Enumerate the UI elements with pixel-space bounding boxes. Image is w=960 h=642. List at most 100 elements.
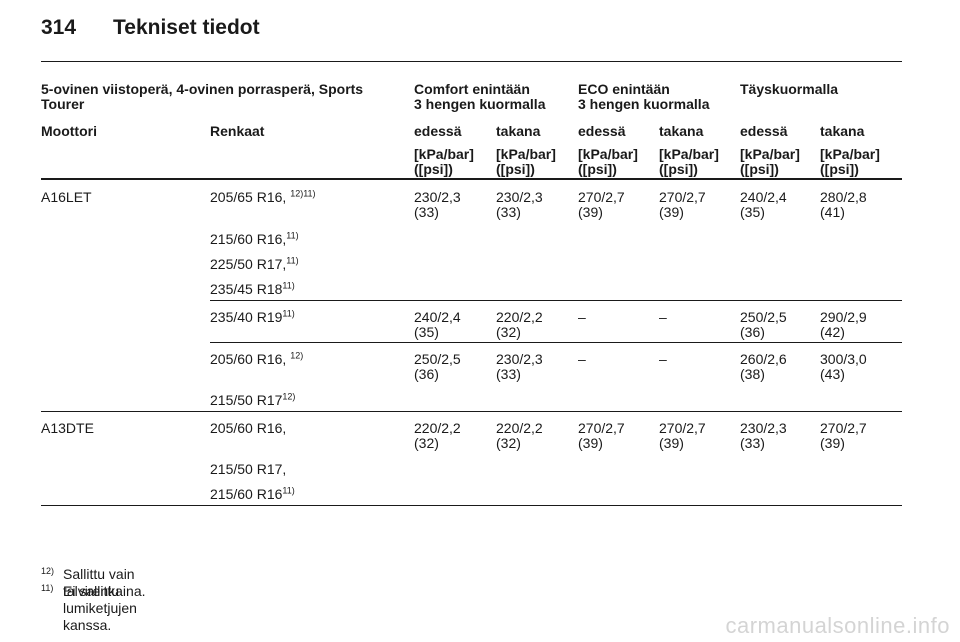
value-psi: (33)	[740, 435, 765, 451]
value-psi: (39)	[659, 435, 684, 451]
value-kpa-bar: 250/2,5	[740, 309, 787, 325]
value-kpa-bar: 230/2,3	[496, 189, 543, 205]
unit-header: [kPa/bar] ([psi])	[740, 147, 800, 177]
value-kpa-bar: –	[578, 351, 586, 367]
footnote-mark: 11)	[41, 583, 54, 593]
col-header-comfort-front: edessä	[414, 123, 462, 139]
row-divider	[210, 342, 902, 343]
footnote-ref: 12)	[282, 391, 296, 402]
value-kpa-bar: 290/2,9	[820, 309, 867, 325]
col-header-comfort-rear: takana	[496, 123, 541, 139]
value-kpa-bar: 300/3,0	[820, 351, 867, 367]
unit-line-1: [kPa/bar]	[740, 146, 800, 162]
row-3-full-rear: 300/3,0 (43)	[820, 352, 867, 382]
footnote-ref: 12)11)	[290, 188, 316, 199]
row-1-full-front: 240/2,4 (35)	[740, 190, 787, 220]
tyre-size: 215/60 R16	[210, 486, 283, 502]
col-header-eco-front: edessä	[578, 123, 626, 139]
group-header-eco: ECO enintään 3 hengen kuormalla	[578, 82, 709, 112]
group-header-eco-line-2: 3 hengen kuormalla	[578, 96, 710, 112]
row-1-engine: A16LET	[41, 189, 92, 205]
value-kpa-bar: 270/2,7	[659, 420, 706, 436]
row-1-comfort-front: 230/2,3 (33)	[414, 190, 461, 220]
row-2-eco-front: –	[578, 310, 586, 325]
footnote-ref: 12)	[290, 350, 304, 361]
col-header-engine: Moottori	[41, 123, 97, 139]
value-kpa-bar: 220/2,2	[496, 420, 543, 436]
row-4-tyre-1: 205/60 R16,	[210, 421, 286, 436]
tyre-size: 235/40 R19	[210, 309, 283, 325]
value-kpa-bar: 230/2,3	[496, 351, 543, 367]
row-4-tyre-3: 215/60 R1611)	[210, 485, 295, 502]
tyre-size: 205/65 R16,	[210, 189, 287, 205]
row-divider	[210, 300, 902, 301]
row-1-tyre-1: 205/65 R16, 12)11)	[210, 188, 316, 205]
footnote-text: Ei sallittu lumiketjujen kanssa.	[63, 583, 137, 633]
row-1-tyre-4: 235/45 R1811)	[210, 281, 295, 297]
row-2-comfort-front: 240/2,4 (35)	[414, 310, 461, 340]
header-rule	[41, 61, 902, 62]
row-1-tyre-3: 225/50 R17,11)	[210, 255, 299, 272]
row-3-comfort-rear: 230/2,3 (33)	[496, 352, 543, 382]
value-kpa-bar: 270/2,7	[820, 420, 867, 436]
group-header-comfort: Comfort enintään 3 hengen kuormalla	[414, 82, 545, 112]
unit-line-2: ([psi])	[820, 161, 859, 177]
row-3-tyre-1: 205/60 R16, 12)	[210, 350, 304, 367]
footnote-ref: 11)	[282, 485, 295, 496]
table-header-rule	[41, 178, 902, 180]
value-psi: (32)	[496, 324, 521, 340]
row-2-tyre-1: 235/40 R1911)	[210, 308, 295, 325]
value-kpa-bar: 220/2,2	[496, 309, 543, 325]
value-psi: (33)	[496, 366, 521, 382]
row-4-comfort-rear: 220/2,2 (32)	[496, 421, 543, 451]
value-psi: (32)	[496, 435, 521, 451]
unit-line-1: [kPa/bar]	[820, 146, 880, 162]
row-3-full-front: 260/2,6 (38)	[740, 352, 787, 382]
footnote-ref: 11)	[286, 255, 299, 266]
row-2-full-rear: 290/2,9 (42)	[820, 310, 867, 340]
value-kpa-bar: 270/2,7	[578, 420, 625, 436]
unit-header: [kPa/bar] ([psi])	[659, 147, 719, 177]
tyre-size: 205/60 R16,	[210, 351, 287, 367]
row-4-full-front: 230/2,3 (33)	[740, 421, 787, 451]
tyre-size: 205/60 R16,	[210, 420, 287, 436]
row-3-eco-rear: –	[659, 352, 667, 367]
row-4-tyre-2: 215/50 R17,	[210, 462, 286, 477]
unit-line-2: ([psi])	[740, 161, 779, 177]
unit-line-2: ([psi])	[659, 161, 698, 177]
unit-line-1: [kPa/bar]	[414, 146, 474, 162]
value-kpa-bar: 230/2,3	[740, 420, 787, 436]
unit-line-1: [kPa/bar]	[496, 146, 556, 162]
tyre-size: 225/50 R17,	[210, 256, 287, 272]
value-kpa-bar: –	[578, 309, 586, 325]
value-kpa-bar: 220/2,2	[414, 420, 461, 436]
tyre-size: 215/60 R16,	[210, 231, 287, 247]
row-1-comfort-rear: 230/2,3 (33)	[496, 190, 543, 220]
unit-line-2: ([psi])	[414, 161, 453, 177]
value-psi: (35)	[740, 204, 765, 220]
value-kpa-bar: 270/2,7	[659, 189, 706, 205]
unit-header: [kPa/bar] ([psi])	[414, 147, 474, 177]
row-4-eco-rear: 270/2,7 (39)	[659, 421, 706, 451]
row-divider	[41, 411, 902, 412]
value-psi: (43)	[820, 366, 845, 382]
value-kpa-bar: 260/2,6	[740, 351, 787, 367]
unit-line-1: [kPa/bar]	[659, 146, 719, 162]
page-title: Tekniset tiedot	[113, 16, 260, 39]
group-header-comfort-line-2: 3 hengen kuormalla	[414, 96, 546, 112]
value-psi: (38)	[740, 366, 765, 382]
row-1-eco-front: 270/2,7 (39)	[578, 190, 625, 220]
footnote-ref: 11)	[282, 308, 295, 319]
page-header: 314 Tekniset tiedot	[41, 16, 260, 40]
row-4-full-rear: 270/2,7 (39)	[820, 421, 867, 451]
group-header-model-line-1: 5-ovinen viistoperä, 4-ovinen porrasperä…	[41, 81, 364, 97]
group-header-eco-line-1: ECO enintään	[578, 81, 670, 97]
row-2-eco-rear: –	[659, 310, 667, 325]
footnote-text: Sallittu vain talvirenkaina.	[63, 566, 146, 599]
group-header-full: Täyskuormalla	[740, 82, 838, 97]
value-psi: (39)	[820, 435, 845, 451]
value-psi: (33)	[496, 204, 521, 220]
value-psi: (32)	[414, 435, 439, 451]
tyre-size: 215/50 R17,	[210, 461, 287, 477]
unit-line-1: [kPa/bar]	[578, 146, 638, 162]
